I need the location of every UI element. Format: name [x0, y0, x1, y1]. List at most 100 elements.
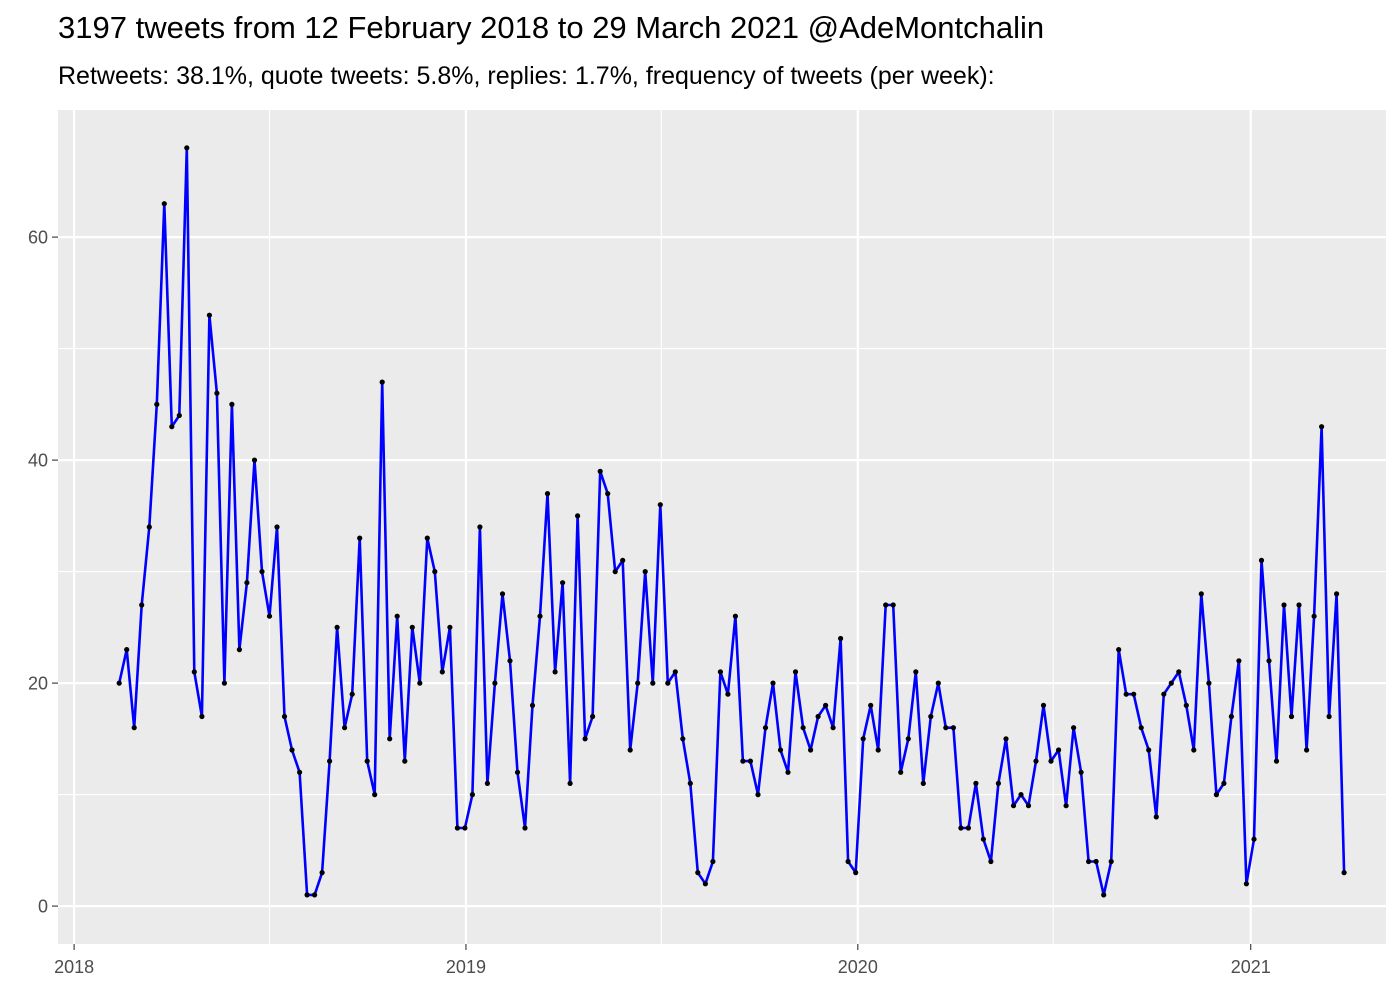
data-point [1266, 658, 1272, 664]
data-point [1093, 858, 1099, 865]
data-point [612, 569, 618, 575]
data-point [627, 747, 633, 753]
data-point [206, 312, 212, 318]
data-point [905, 736, 911, 742]
data-point [507, 658, 513, 664]
data-point [319, 870, 325, 876]
data-point [544, 491, 551, 497]
data-point [462, 825, 468, 831]
data-point [499, 591, 506, 597]
data-point [327, 758, 333, 764]
data-point [898, 769, 904, 775]
data-point [1146, 747, 1152, 753]
data-point [251, 457, 258, 463]
data-point [1071, 725, 1077, 731]
x-tick-label: 2018 [54, 957, 94, 977]
data-point [875, 747, 881, 753]
data-point [1056, 747, 1062, 753]
data-point [184, 145, 190, 151]
data-point [176, 412, 182, 419]
data-point [289, 747, 295, 753]
data-point [146, 524, 152, 530]
data-point [800, 725, 806, 731]
data-point [1243, 881, 1249, 887]
data-point [973, 780, 979, 787]
data-point [169, 424, 175, 430]
data-point [732, 613, 739, 619]
data-point [1341, 870, 1347, 876]
data-point [1221, 780, 1227, 787]
data-point [349, 691, 355, 697]
data-point [980, 836, 987, 842]
data-point [379, 379, 385, 385]
data-point [116, 680, 122, 686]
data-point [575, 513, 581, 519]
data-point [1281, 602, 1287, 608]
chart-subtitle: Retweets: 38.1%, quote tweets: 5.8%, rep… [58, 62, 995, 90]
data-point [236, 647, 242, 653]
data-point [1131, 691, 1137, 697]
data-point [139, 602, 145, 608]
data-point [214, 390, 220, 396]
minor-gridlines [58, 110, 1386, 944]
data-point [552, 669, 558, 675]
data-point [364, 758, 370, 764]
data-point [995, 780, 1002, 787]
data-point [1213, 792, 1219, 798]
x-tick-label: 2021 [1231, 957, 1271, 977]
data-point [1048, 758, 1054, 764]
data-point [259, 569, 265, 575]
data-point [755, 792, 761, 798]
data-point [492, 680, 498, 686]
data-point [334, 624, 340, 630]
data-point [304, 892, 310, 898]
data-point [823, 702, 829, 709]
data-point [124, 647, 130, 653]
data-point [567, 780, 573, 787]
data-point [424, 535, 430, 541]
data-point [484, 780, 490, 787]
data-point [815, 713, 821, 720]
data-point [635, 680, 641, 686]
data-point [229, 401, 235, 407]
data-point [514, 769, 521, 775]
data-point [1025, 803, 1032, 809]
data-points [116, 145, 1347, 898]
data-point [935, 680, 941, 686]
data-point [432, 569, 438, 575]
data-point [537, 613, 543, 619]
data-point [131, 725, 137, 731]
data-point [1311, 613, 1317, 619]
x-axis-tick-labels: 2018 2019 2020 2021 [54, 957, 1271, 977]
data-point [1161, 691, 1167, 697]
data-point [244, 580, 250, 586]
data-point [560, 580, 566, 586]
y-tick-label: 20 [28, 674, 48, 694]
data-point [642, 569, 648, 575]
data-point [1334, 591, 1340, 597]
y-axis-tick-labels: 0 20 40 60 [28, 228, 48, 917]
data-point [409, 624, 415, 630]
data-point [522, 825, 528, 831]
data-point [890, 602, 896, 608]
data-point [943, 725, 949, 731]
data-point [1116, 647, 1122, 653]
data-point [808, 747, 814, 753]
data-point [312, 892, 318, 898]
x-tick-label: 2019 [446, 957, 486, 977]
series-line [117, 146, 1346, 897]
data-point [477, 524, 483, 530]
data-point [657, 502, 663, 508]
data-point [762, 725, 769, 731]
data-point [620, 557, 626, 564]
data-point [154, 401, 160, 407]
data-point [1206, 680, 1212, 686]
data-point [965, 825, 972, 831]
data-point [1123, 691, 1129, 697]
axis-ticks [52, 236, 1252, 950]
data-point [845, 858, 851, 865]
data-point [928, 713, 934, 720]
data-point [1273, 758, 1280, 764]
data-point [740, 758, 746, 764]
